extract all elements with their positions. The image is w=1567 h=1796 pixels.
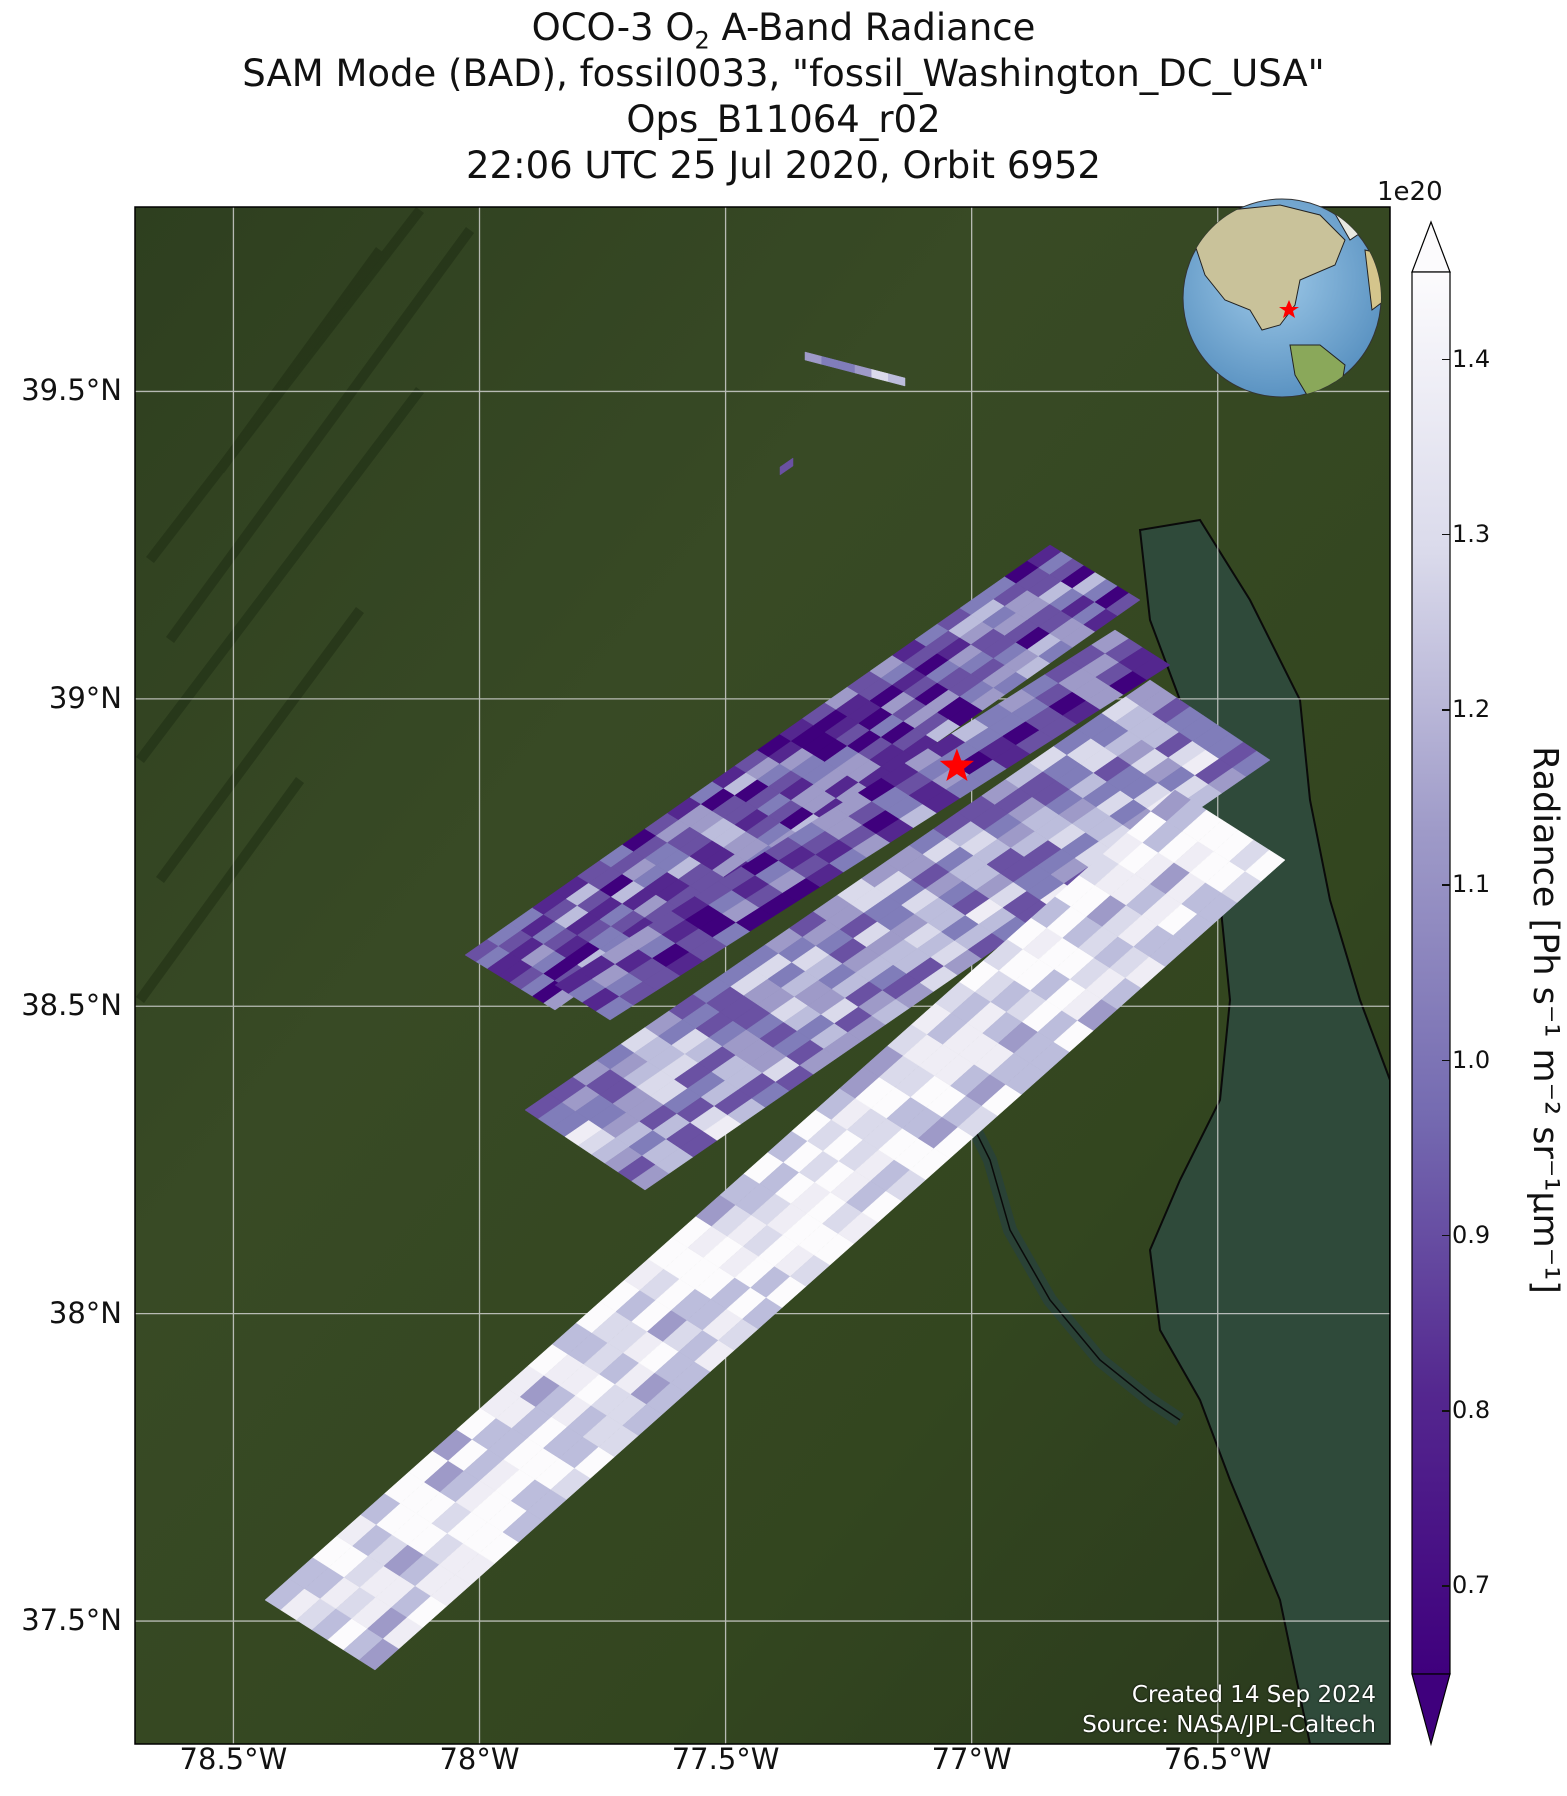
lat-tick-label: 39.5°N xyxy=(21,373,122,408)
title-suffix: A-Band Radiance xyxy=(709,6,1036,49)
radiance-pixel xyxy=(1132,655,1171,681)
source-credit: Source: NASA/JPL-Caltech xyxy=(1082,1712,1376,1738)
colorbar-tick: 1.1 xyxy=(1441,870,1491,899)
colorbar-tick: 1.3 xyxy=(1441,519,1491,548)
radiance-pixel xyxy=(1232,750,1271,777)
lat-tick-label: 37.5°N xyxy=(21,1603,122,1638)
lon-tick-label: 78°W xyxy=(439,1742,520,1776)
colorbar-tick: 1.4 xyxy=(1441,344,1491,373)
lat-tick-label: 39°N xyxy=(48,680,122,715)
radiance-pixel xyxy=(1105,592,1141,617)
title-line-4: 22:06 UTC 25 Jul 2020, Orbit 6952 xyxy=(466,144,1101,187)
colorbar-tick: 0.9 xyxy=(1441,1220,1491,1249)
globe-north-america xyxy=(1189,204,1346,331)
target-star-marker xyxy=(939,748,974,781)
title-line-2: SAM Mode (BAD), fossil0033, "fossil_Wash… xyxy=(242,52,1325,95)
lat-tick-label: 38°N xyxy=(48,1295,122,1330)
colorbar-extend-high xyxy=(1411,220,1451,273)
title-subscript: 2 xyxy=(694,26,710,55)
title-prefix: OCO-3 O xyxy=(531,6,695,49)
title-line-1: OCO-3 O2 A-Band Radiance xyxy=(0,6,1567,62)
colorbar-tick: 1.0 xyxy=(1441,1045,1491,1074)
colorbar-tick: 1.2 xyxy=(1441,695,1491,724)
colorbar xyxy=(1411,220,1451,1747)
radiance-swaths xyxy=(264,351,1286,1671)
colorbar-tick: 0.7 xyxy=(1441,1571,1491,1600)
radiance-pixel xyxy=(779,457,794,476)
map-frame xyxy=(134,206,1391,1745)
lat-tick-label: 38.5°N xyxy=(21,988,122,1023)
title-line-3: Ops_B11064_r02 xyxy=(626,98,941,141)
radiance-pixel xyxy=(888,373,906,387)
lon-tick-label: 77°W xyxy=(931,1742,1012,1776)
colorbar-exponent: 1e20 xyxy=(1377,177,1443,207)
colorbar-label: Radiance [Ph s⁻¹ m⁻² sr⁻¹μm⁻¹] xyxy=(1525,746,1565,1294)
radiance-pixel xyxy=(1244,849,1286,882)
colorbar-gradient xyxy=(1411,271,1451,1675)
created-credit: Created 14 Sep 2024 xyxy=(1131,1682,1376,1708)
lon-tick-label: 78.5°W xyxy=(179,1742,288,1776)
colorbar-extend-low xyxy=(1411,1673,1451,1747)
colorbar-tick: 0.8 xyxy=(1441,1396,1491,1425)
globe-target-star xyxy=(1279,300,1299,318)
lon-tick-label: 77.5°W xyxy=(671,1742,780,1776)
lon-tick-label: 76.5°W xyxy=(1163,1742,1272,1776)
